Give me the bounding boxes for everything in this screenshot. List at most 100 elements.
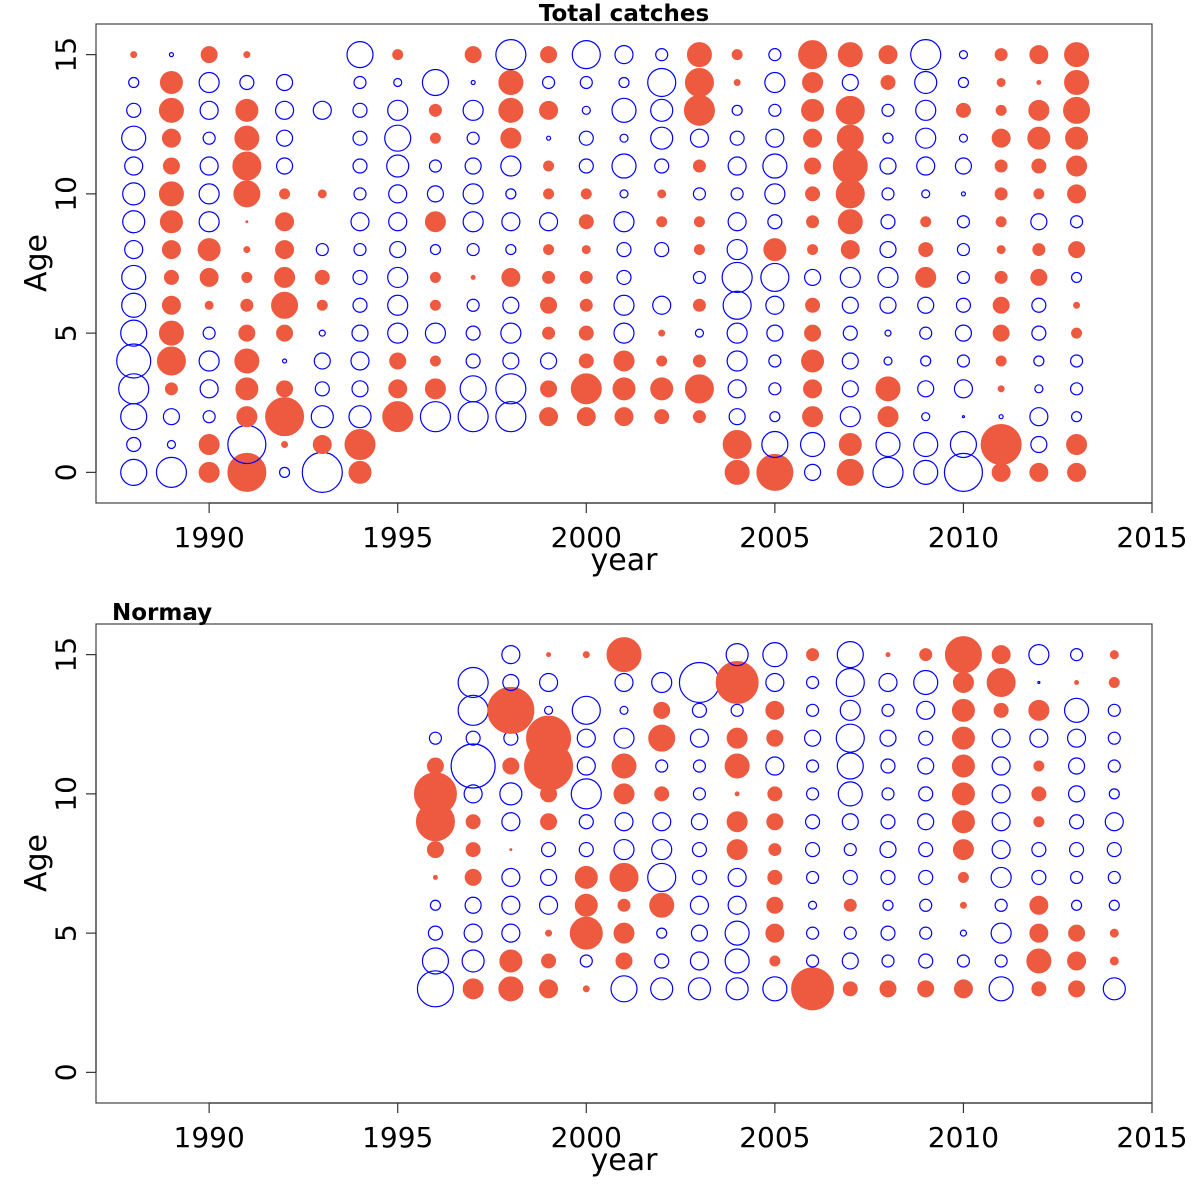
bubble-positive bbox=[429, 271, 441, 283]
y-tick-label: 15 bbox=[50, 637, 83, 673]
bubble-positive bbox=[498, 69, 524, 95]
y-tick-label: 15 bbox=[50, 37, 83, 73]
bubble-positive bbox=[684, 67, 714, 97]
bubble-positive bbox=[649, 892, 675, 918]
bubble-negative bbox=[647, 67, 677, 98]
bubble-positive bbox=[996, 245, 1006, 255]
bubble-negative bbox=[918, 841, 934, 858]
x-tick-label: 2005 bbox=[739, 521, 810, 554]
bubble-negative bbox=[465, 325, 481, 341]
bubble-positive bbox=[766, 813, 784, 831]
bubble-negative bbox=[919, 898, 933, 912]
bubble-positive bbox=[317, 189, 327, 199]
bubble-negative bbox=[168, 52, 175, 58]
bubble-positive bbox=[281, 441, 289, 449]
bubble-negative bbox=[764, 183, 786, 205]
bubble-negative bbox=[579, 75, 593, 90]
bubble-negative bbox=[576, 728, 596, 748]
bubble-negative bbox=[578, 841, 594, 858]
bubble-positive bbox=[1064, 69, 1090, 95]
x-tick-label: 1995 bbox=[362, 521, 433, 554]
bubble-negative bbox=[726, 238, 748, 261]
bubble-positive bbox=[159, 210, 183, 234]
bubble-positive bbox=[617, 898, 631, 912]
y-tick-label: 10 bbox=[50, 776, 83, 812]
bubble-negative bbox=[570, 778, 602, 810]
bubble-negative bbox=[917, 380, 935, 398]
bubble-negative bbox=[613, 294, 635, 316]
bubble-negative bbox=[689, 951, 710, 971]
bubble-negative bbox=[918, 786, 934, 802]
bubble-negative bbox=[457, 401, 489, 433]
bubble-positive bbox=[835, 179, 865, 209]
bubble-positive bbox=[613, 350, 635, 372]
bubble-positive bbox=[803, 128, 823, 148]
bubble-negative bbox=[879, 240, 897, 259]
bubble-negative bbox=[910, 39, 942, 71]
bubble-negative bbox=[691, 841, 708, 858]
bubble-positive bbox=[836, 124, 864, 152]
bubble-negative bbox=[990, 866, 1012, 889]
bubble-positive bbox=[767, 786, 783, 802]
bubble-negative bbox=[198, 211, 220, 233]
bubble-positive bbox=[578, 214, 594, 230]
bubble-positive bbox=[791, 967, 835, 1011]
bubble-positive bbox=[835, 95, 865, 125]
bubble-positive bbox=[316, 299, 328, 311]
bubble-negative bbox=[765, 756, 785, 776]
bubble-positive bbox=[993, 702, 1009, 718]
bubble-negative bbox=[541, 75, 556, 90]
bubble-positive bbox=[806, 648, 820, 662]
bubble-negative bbox=[766, 324, 784, 342]
bubble-positive bbox=[1036, 79, 1042, 85]
bubble-negative bbox=[1068, 814, 1085, 830]
bubble-negative bbox=[538, 672, 559, 693]
bubble-negative bbox=[578, 158, 594, 174]
bubble-positive bbox=[731, 49, 743, 61]
bubble-positive bbox=[733, 78, 741, 86]
bubble-positive bbox=[953, 979, 973, 999]
bubble-negative bbox=[155, 456, 188, 488]
bubble-negative bbox=[691, 869, 708, 886]
bubble-negative bbox=[919, 326, 933, 340]
bubble-negative bbox=[614, 812, 634, 832]
bubble-negative bbox=[1102, 977, 1126, 1001]
bubble-positive bbox=[951, 726, 975, 750]
bubble-negative bbox=[881, 703, 895, 717]
bubble-negative bbox=[501, 645, 521, 665]
bubble-negative bbox=[126, 436, 142, 453]
bubble-negative bbox=[463, 923, 483, 943]
bubble-negative bbox=[387, 294, 409, 316]
bubble-negative bbox=[692, 270, 707, 285]
bubble-negative bbox=[727, 212, 747, 232]
bubble-negative bbox=[954, 324, 973, 342]
bubble-positive bbox=[686, 42, 712, 68]
bubble-positive bbox=[526, 715, 572, 761]
bubble-negative bbox=[121, 125, 147, 151]
bubble-negative bbox=[654, 158, 670, 174]
bubble-negative bbox=[611, 153, 637, 179]
bubble-positive bbox=[578, 353, 594, 369]
x-axis: 1990 1995 2000 2005 2010 2015 bbox=[174, 1102, 1188, 1154]
bubble-positive bbox=[498, 97, 524, 123]
bubble-negative bbox=[879, 729, 897, 747]
bubble-negative bbox=[463, 784, 483, 804]
bubble-positive bbox=[238, 324, 256, 342]
bubble-negative bbox=[835, 667, 865, 698]
bubble-positive bbox=[756, 453, 794, 491]
y-tick-label: 0 bbox=[50, 1063, 83, 1081]
bubble-negative bbox=[805, 926, 820, 940]
bubble-negative bbox=[348, 405, 372, 429]
bubble-negative bbox=[921, 412, 931, 422]
bubble-negative bbox=[918, 869, 934, 886]
bubble-positive bbox=[161, 128, 181, 148]
bubble-negative bbox=[654, 953, 670, 969]
bubble-negative bbox=[301, 451, 343, 493]
bubble-positive bbox=[1109, 650, 1119, 660]
bubble-positive bbox=[1029, 923, 1049, 943]
bubble-positive bbox=[499, 949, 523, 973]
bubble-positive bbox=[765, 923, 785, 943]
bubble-negative bbox=[116, 343, 152, 379]
bubble-negative bbox=[647, 862, 677, 893]
